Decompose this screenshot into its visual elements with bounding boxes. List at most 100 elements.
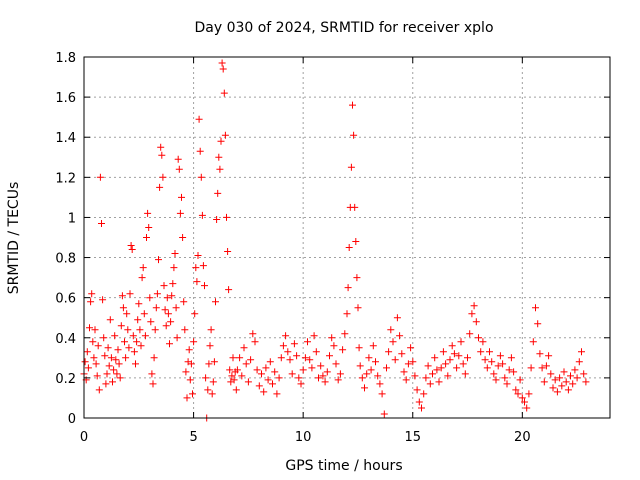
data-point [205,360,213,368]
data-point [202,374,210,382]
data-point [312,348,320,356]
data-point [573,374,581,382]
data-point [582,378,590,386]
data-point [466,330,474,338]
data-point [355,344,363,352]
data-point [223,213,230,221]
data-point [523,404,531,412]
data-point [134,316,142,324]
data-point [564,386,572,394]
data-point [389,338,397,346]
data-point [457,338,465,346]
data-point [171,250,179,257]
data-point [501,374,509,382]
data-point [244,378,252,386]
data-point [262,364,270,372]
data-point [207,326,215,334]
data-point [420,390,428,398]
data-point [299,366,307,374]
data-point [179,234,187,241]
data-point [486,348,493,356]
data-point [119,304,127,312]
data-point [352,238,360,245]
data-point [139,264,147,272]
data-point [111,332,119,340]
data-point [306,356,314,364]
data-point [260,388,268,396]
y-tick-label: 0 [68,412,76,427]
data-point [269,380,276,388]
data-point [567,372,574,380]
data-point [132,360,139,368]
data-point [204,386,212,394]
y-tick-label: 1.4 [55,131,76,146]
data-point [433,366,441,374]
data-point [383,364,390,372]
data-point [123,310,131,318]
data-point [488,358,496,366]
data-point [378,390,386,398]
data-point [271,368,279,376]
data-point [266,358,274,366]
data-point [159,173,167,181]
data-point [558,382,566,390]
data-point [571,366,579,374]
data-point [363,370,371,378]
data-point [144,209,152,217]
data-point [286,356,294,364]
data-point [213,216,221,223]
data-point [429,370,436,378]
data-point [422,374,430,382]
data-point [103,370,111,378]
data-point [470,302,478,310]
data-point [448,342,456,350]
data-point [326,352,333,360]
data-point [431,354,439,362]
data-point [437,364,445,372]
data-point [81,358,89,366]
data-point [236,354,244,362]
data-point [350,131,358,139]
x-tick-label: 0 [80,430,88,445]
data-point [151,326,159,334]
data-point [385,348,393,356]
data-point [455,352,463,360]
data-point [396,332,404,340]
data-point [398,350,406,358]
data-point [453,364,461,372]
data-point [190,338,198,346]
data-point [93,372,101,380]
data-point [129,332,137,340]
data-point [562,378,570,386]
data-point [180,298,188,306]
data-point [345,244,353,251]
data-point [225,286,233,294]
y-tick-label: 0.6 [55,292,76,307]
data-point [112,356,120,364]
data-point [319,372,327,380]
data-point [527,364,535,372]
data-point [141,332,149,340]
data-point [209,378,217,386]
data-point [538,364,546,372]
data-point [424,362,432,370]
y-tick-label: 1.8 [55,51,76,66]
data-point [450,350,458,358]
data-point [354,304,362,312]
x-tick-label: 20 [514,430,531,445]
data-point [402,376,410,384]
y-axis-label: SRMTID / TECUs [6,182,22,295]
data-point [514,390,522,398]
data-point [404,360,412,368]
data-point [206,342,214,350]
data-point [183,394,191,402]
data-point [367,366,375,374]
data-point [301,354,309,362]
data-point [220,89,228,97]
data-point [510,368,518,376]
y-tick-label: 1.2 [55,171,76,186]
data-point [168,292,176,300]
data-point [328,334,336,342]
data-point [196,147,204,155]
